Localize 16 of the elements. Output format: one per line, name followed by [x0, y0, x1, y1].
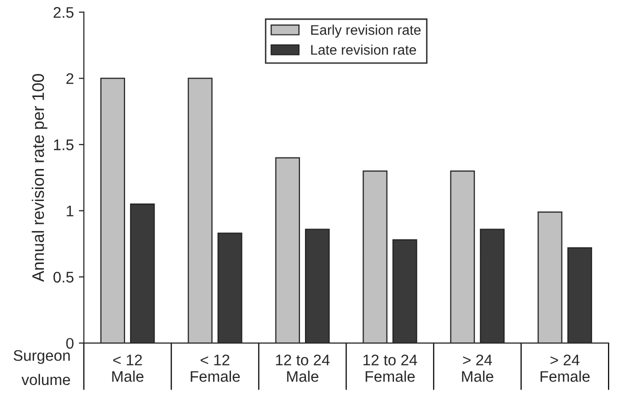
- y-tick-label: 0.5: [53, 272, 74, 283]
- y-tick-label: 1.5: [54, 140, 74, 150]
- x-axis-title: Surgeon volume: [14, 350, 70, 386]
- y-tick-label: 0: [66, 338, 74, 349]
- legend-label: Early revision rate: [311, 24, 421, 38]
- x-tick-label: > 24 Female: [540, 354, 590, 382]
- y-tick-label: 2.5: [54, 7, 74, 18]
- x-tick-label: 12 to 24 Female: [363, 354, 418, 382]
- legend-label: Late revision rate: [311, 44, 416, 55]
- x-tick-label: < 12 Male: [112, 354, 144, 382]
- y-tick-label: 1: [66, 206, 74, 216]
- x-tick-label: < 12 Female: [190, 354, 240, 382]
- y-tick-label: 2: [66, 73, 74, 84]
- x-tick-label: > 24 Male: [462, 354, 494, 382]
- y-axis-title: Annual revision rate per 100: [32, 74, 48, 282]
- x-tick-label: 12 to 24 Male: [276, 354, 330, 382]
